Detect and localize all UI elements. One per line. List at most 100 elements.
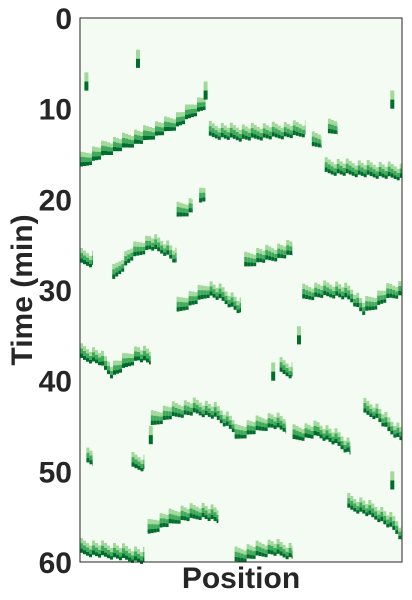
heat-cell: [345, 168, 349, 174]
heat-cell: [383, 299, 387, 303]
heat-cell: [80, 248, 83, 254]
heat-cell: [348, 170, 352, 175]
heat-cell: [317, 288, 321, 294]
heat-cell: [95, 350, 98, 355]
heat-cell: [346, 442, 350, 448]
heat-cell: [268, 256, 272, 261]
heat-cell: [267, 423, 271, 428]
heat-cell: [344, 282, 348, 288]
heat-cell: [185, 109, 188, 115]
heat-cell: [255, 415, 259, 421]
heat-cell: [285, 555, 289, 560]
heat-cell: [336, 122, 338, 127]
heat-cell: [171, 514, 175, 520]
heat-cell: [237, 552, 241, 558]
heat-cell: [285, 430, 287, 434]
heat-cell: [197, 284, 201, 291]
heat-cell: [267, 549, 271, 554]
heat-cell: [285, 547, 289, 552]
heat-cell: [238, 138, 242, 142]
heat-cell: [279, 420, 283, 426]
heat-cell: [83, 250, 86, 256]
heat-cell: [83, 355, 86, 360]
heat-cell: [119, 548, 122, 553]
heat-cell: [101, 545, 104, 551]
heat-cell: [328, 428, 332, 434]
heat-cell: [377, 514, 381, 519]
heat-cell: [353, 295, 357, 299]
heat-cell: [89, 455, 93, 461]
heat-cell: [213, 512, 217, 517]
heat-cell: [258, 547, 262, 552]
heat-cell: [292, 120, 296, 126]
heat-cell: [377, 290, 381, 296]
heat-cell: [362, 500, 366, 506]
heat-cell: [156, 524, 160, 529]
heat-cell: [295, 131, 299, 136]
heat-cell: [264, 423, 268, 428]
heat-cell: [131, 457, 135, 463]
heat-cell: [250, 253, 254, 259]
heat-cell: [333, 121, 337, 126]
heat-cell: [252, 426, 256, 431]
heat-cell: [143, 552, 145, 558]
heat-cell: [113, 146, 116, 152]
heat-cell: [140, 358, 143, 363]
heat-cell: [185, 208, 189, 213]
heat-cell: [134, 129, 137, 135]
heat-cell: [194, 292, 198, 297]
heat-cell: [350, 500, 354, 506]
heat-cell: [396, 422, 400, 428]
heat-cell: [218, 283, 222, 289]
heat-cell: [185, 212, 189, 217]
heat-cell: [279, 357, 283, 363]
heat-cell: [289, 134, 293, 139]
heat-cell: [161, 127, 164, 132]
heat-cell: [149, 351, 151, 357]
heat-cell: [316, 427, 320, 432]
heat-cell: [125, 143, 128, 148]
heat-cell: [210, 415, 214, 419]
heat-cell: [363, 165, 367, 170]
heat-cell: [320, 290, 324, 295]
heat-cell: [387, 422, 391, 427]
heat-cell: [222, 414, 226, 419]
heat-cell: [238, 130, 242, 134]
heat-cell: [147, 518, 151, 525]
heat-cell: [131, 555, 134, 560]
heat-cell: [166, 240, 170, 246]
heat-cell: [369, 413, 373, 417]
heat-cell: [140, 556, 143, 561]
heat-cell: [146, 358, 149, 363]
heat-cell: [258, 542, 262, 548]
heat-cell: [288, 374, 292, 379]
heat-cell: [341, 291, 345, 296]
heat-cell: [392, 285, 396, 290]
heat-cell: [204, 510, 208, 516]
heat-cell: [149, 360, 151, 365]
heat-cell: [185, 114, 188, 120]
heat-cell: [152, 136, 155, 140]
heat-cell: [183, 507, 187, 512]
heat-cell: [288, 547, 292, 553]
heat-cell: [350, 496, 354, 501]
heat-cell: [121, 264, 125, 269]
heat-cell: [83, 346, 86, 351]
heat-cell: [265, 125, 269, 130]
heat-cell: [378, 162, 382, 167]
heat-cell: [116, 545, 119, 551]
heat-cell: [366, 405, 370, 411]
heat-cell: [286, 128, 290, 134]
heat-cell: [128, 548, 131, 554]
heat-cell: [116, 147, 119, 152]
heat-cell: [183, 405, 187, 411]
heat-cell: [277, 130, 281, 135]
heat-cell: [186, 513, 190, 518]
heat-cell: [386, 293, 390, 298]
heat-cell: [247, 132, 251, 137]
heat-cell: [285, 372, 289, 377]
heat-cell: [244, 251, 248, 257]
heat-cell: [282, 369, 286, 374]
heat-cell: [347, 295, 351, 300]
heat-cell: [372, 173, 376, 178]
